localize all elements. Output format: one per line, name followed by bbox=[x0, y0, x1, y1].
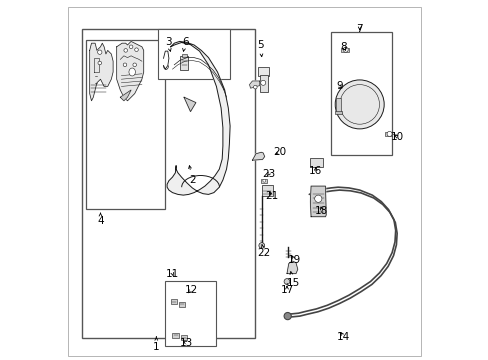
Bar bbox=[336, 98, 340, 112]
Circle shape bbox=[284, 312, 291, 320]
Text: 15: 15 bbox=[286, 271, 299, 288]
Text: 14: 14 bbox=[336, 332, 349, 342]
Text: 4: 4 bbox=[97, 213, 103, 226]
Circle shape bbox=[263, 179, 265, 182]
Text: 23: 23 bbox=[262, 168, 275, 179]
Bar bbox=[179, 302, 185, 307]
Text: 20: 20 bbox=[273, 147, 286, 157]
Text: 3: 3 bbox=[164, 37, 171, 51]
Bar bbox=[158, 29, 230, 79]
Bar bbox=[309, 158, 322, 167]
Circle shape bbox=[123, 63, 126, 67]
Bar bbox=[259, 75, 267, 92]
Bar bbox=[180, 56, 188, 70]
Bar bbox=[340, 48, 348, 52]
Polygon shape bbox=[89, 43, 113, 101]
Circle shape bbox=[134, 48, 138, 51]
Text: 1: 1 bbox=[153, 337, 159, 352]
Text: 19: 19 bbox=[287, 255, 300, 265]
Text: 2: 2 bbox=[188, 166, 195, 185]
Bar bbox=[170, 299, 177, 304]
Circle shape bbox=[98, 61, 102, 65]
Bar bbox=[261, 185, 272, 196]
Bar bbox=[86, 40, 165, 209]
Bar bbox=[384, 132, 392, 136]
Polygon shape bbox=[120, 90, 131, 101]
Polygon shape bbox=[252, 152, 264, 160]
Text: 10: 10 bbox=[390, 132, 403, 142]
Polygon shape bbox=[286, 261, 297, 274]
Bar bbox=[165, 281, 215, 346]
Text: 18: 18 bbox=[315, 206, 328, 216]
Text: 12: 12 bbox=[184, 285, 198, 295]
Polygon shape bbox=[117, 41, 143, 101]
Text: 9: 9 bbox=[336, 81, 343, 91]
Text: 13: 13 bbox=[179, 338, 192, 348]
Circle shape bbox=[335, 80, 384, 129]
Text: 16: 16 bbox=[308, 166, 322, 176]
Circle shape bbox=[258, 243, 264, 248]
Circle shape bbox=[343, 47, 347, 52]
Polygon shape bbox=[167, 41, 230, 195]
Text: 21: 21 bbox=[264, 191, 278, 201]
Bar bbox=[181, 335, 187, 340]
Text: 7: 7 bbox=[356, 24, 362, 34]
Circle shape bbox=[98, 50, 102, 54]
Circle shape bbox=[123, 49, 127, 52]
Text: 17: 17 bbox=[280, 285, 293, 295]
Text: 6: 6 bbox=[182, 37, 188, 51]
Circle shape bbox=[253, 85, 257, 89]
Text: 8: 8 bbox=[340, 42, 346, 52]
Text: 11: 11 bbox=[165, 269, 179, 279]
Circle shape bbox=[284, 279, 289, 284]
Bar bbox=[172, 333, 179, 338]
Bar bbox=[182, 54, 186, 57]
Ellipse shape bbox=[129, 68, 135, 76]
Text: 22: 22 bbox=[257, 245, 270, 258]
Bar bbox=[335, 111, 341, 114]
Circle shape bbox=[129, 45, 133, 49]
Bar bbox=[257, 67, 268, 76]
Bar bbox=[330, 32, 391, 155]
Bar bbox=[261, 179, 266, 183]
Circle shape bbox=[314, 195, 321, 202]
Text: 5: 5 bbox=[257, 40, 264, 57]
Polygon shape bbox=[183, 97, 196, 112]
Bar bbox=[82, 29, 255, 338]
Circle shape bbox=[386, 131, 391, 136]
Circle shape bbox=[133, 63, 136, 67]
Circle shape bbox=[260, 80, 265, 85]
Polygon shape bbox=[249, 81, 259, 88]
Polygon shape bbox=[310, 186, 325, 217]
